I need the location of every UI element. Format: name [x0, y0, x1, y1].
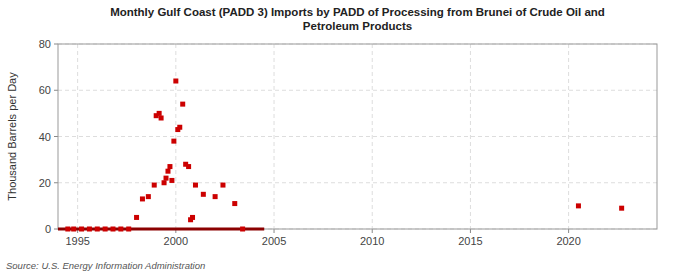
y-tick-label: 80 — [39, 38, 51, 50]
point — [180, 102, 185, 107]
x-grid-line — [274, 44, 275, 229]
x-tick-label: 2015 — [458, 235, 482, 247]
grid — [58, 44, 657, 229]
y-tick — [54, 182, 58, 183]
point — [193, 183, 198, 188]
y-axis-label: Thousand Barrels per Day — [6, 72, 18, 201]
x-grid-line — [568, 44, 569, 229]
y-grid-line — [58, 90, 657, 91]
point — [220, 183, 225, 188]
point — [157, 111, 162, 116]
point — [190, 215, 195, 220]
x-tick-label: 2020 — [556, 235, 580, 247]
title: Monthly Gulf Coast (PADD 3) Imports by P… — [110, 6, 605, 32]
x-grid-line — [470, 44, 471, 229]
x-tick-label: 2000 — [164, 235, 188, 247]
point — [65, 227, 70, 232]
y-tick-label: 0 — [45, 223, 51, 235]
x-tick — [274, 229, 275, 233]
chart: Monthly Gulf Coast (PADD 3) Imports by P… — [0, 0, 675, 275]
plot-frame — [58, 44, 657, 229]
point — [619, 206, 624, 211]
x-grid-line — [175, 44, 176, 229]
x-tick — [470, 229, 471, 233]
y-tick — [54, 90, 58, 91]
point — [126, 227, 131, 232]
point — [159, 116, 164, 121]
point — [213, 194, 218, 199]
point — [173, 79, 178, 84]
point — [186, 164, 191, 169]
axes: 0 20 40 60 80 1995 2000 2005 2010 2015 2020 — [39, 38, 657, 247]
point — [177, 125, 182, 130]
point — [167, 164, 172, 169]
plot-area — [58, 44, 657, 229]
point — [232, 201, 237, 206]
point — [201, 192, 206, 197]
point — [95, 227, 100, 232]
point — [169, 178, 174, 183]
x-tick — [568, 229, 569, 233]
y-tick-label: 60 — [39, 84, 51, 96]
point — [162, 180, 167, 185]
point — [87, 227, 92, 232]
x-grid-line — [372, 44, 373, 229]
point — [146, 194, 151, 199]
x-tick-label: 2010 — [360, 235, 384, 247]
point — [171, 139, 176, 144]
point — [103, 227, 108, 232]
x-tick-label: 2005 — [262, 235, 286, 247]
y-tick-label: 40 — [39, 131, 51, 143]
point — [164, 176, 169, 181]
point — [240, 227, 245, 232]
point — [576, 203, 581, 208]
data — [58, 79, 624, 232]
y-tick-label: 20 — [39, 177, 51, 189]
y-grid-line — [58, 136, 657, 137]
point — [79, 227, 84, 232]
x-grid-line — [77, 44, 78, 229]
point — [140, 196, 145, 201]
point — [152, 183, 157, 188]
source-note: Source: U.S. Energy Information Administ… — [6, 260, 205, 271]
y-tick — [54, 229, 58, 230]
x-tick — [372, 229, 373, 233]
y-grid-line — [58, 182, 657, 183]
point — [134, 215, 139, 220]
y-tick — [54, 136, 58, 137]
point — [110, 227, 115, 232]
point — [118, 227, 123, 232]
point — [71, 227, 76, 232]
x-tick-label: 1995 — [65, 235, 89, 247]
point — [165, 169, 170, 174]
y-tick — [54, 44, 58, 45]
zero-line — [58, 228, 264, 231]
